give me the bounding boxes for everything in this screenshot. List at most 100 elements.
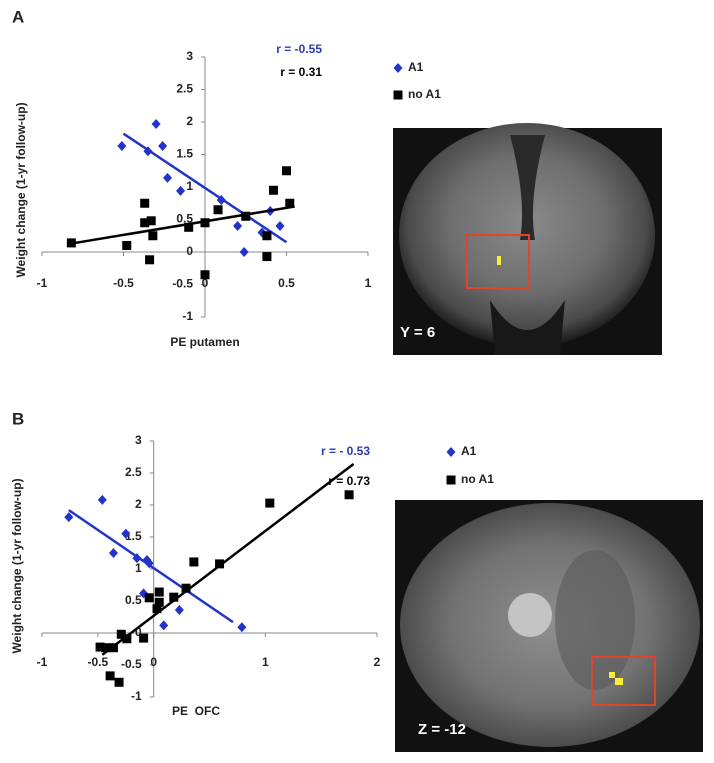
x-axis-label: PE putamen	[170, 335, 239, 349]
y-tick-label: 3	[186, 49, 193, 63]
y-tick-label: 0	[186, 244, 193, 258]
legend-marker	[393, 90, 403, 100]
square-marker	[200, 218, 210, 228]
legend-label: no A1	[461, 472, 494, 486]
y-tick-label: -1	[182, 309, 193, 323]
square-marker	[344, 490, 354, 500]
image-label: Y = 6	[400, 324, 435, 341]
square-marker	[282, 166, 291, 176]
diamond-marker	[237, 622, 247, 633]
square-marker	[262, 252, 272, 262]
square-marker	[154, 597, 164, 607]
diamond-marker	[64, 512, 74, 523]
x-tick-label: -1	[37, 276, 48, 290]
x-tick-label: -0.5	[113, 276, 134, 290]
square-marker	[268, 185, 278, 195]
y-tick-label: -1	[131, 689, 142, 703]
x-tick-label: -1	[37, 655, 48, 669]
x-tick-label: -0.5	[87, 655, 108, 669]
x-axis-label: PE OFC	[172, 704, 220, 718]
square-marker	[184, 222, 194, 232]
square-marker	[265, 498, 275, 508]
square-marker	[116, 629, 126, 639]
square-marker	[140, 198, 150, 208]
image-label: Z = -12	[418, 721, 466, 738]
diamond-marker	[108, 548, 118, 558]
x-tick-label: 0	[202, 276, 209, 290]
square-marker	[144, 593, 154, 603]
diamond-marker	[176, 185, 186, 196]
y-tick-label: 1.5	[176, 147, 193, 161]
annotation: r = 0.31	[280, 65, 322, 79]
annotation: r = - 0.53	[321, 444, 370, 458]
y-axis-label: Weight change (1-yr follow-up)	[14, 102, 28, 277]
y-tick-label: 3	[135, 433, 142, 447]
square-marker	[122, 634, 132, 644]
annotation: r = 0.73	[328, 474, 370, 488]
square-marker	[200, 270, 210, 280]
square-marker	[152, 604, 162, 614]
square-marker	[215, 559, 225, 569]
square-marker	[262, 231, 272, 241]
legend-label: A1	[408, 60, 424, 74]
panel-label: B	[12, 409, 24, 428]
square-marker	[122, 241, 132, 250]
diamond-marker	[239, 247, 249, 257]
square-marker	[154, 587, 164, 597]
y-tick-label: -0.5	[172, 277, 193, 291]
square-marker	[101, 643, 111, 653]
y-tick-label: -0.5	[121, 657, 142, 671]
brain-image-a: Y = 6	[393, 123, 662, 355]
diamond-marker	[158, 141, 168, 152]
diamond-marker	[163, 172, 173, 183]
x-tick-label: 2	[374, 655, 381, 669]
square-marker	[213, 205, 223, 215]
y-tick-label: 2	[135, 497, 142, 511]
fit-line	[68, 509, 234, 624]
y-tick-label: 0	[135, 625, 142, 639]
x-tick-label: 1	[365, 276, 372, 290]
square-marker	[139, 633, 149, 643]
fit-line	[122, 132, 288, 244]
square-marker	[148, 231, 158, 241]
panel-label: A	[12, 7, 24, 26]
square-marker	[189, 557, 199, 567]
diamond-marker	[159, 620, 169, 631]
y-axis-label: Weight change (1-yr follow-up)	[10, 478, 24, 653]
diamond-marker	[151, 118, 161, 129]
legend-marker	[393, 63, 403, 73]
legend-label: A1	[461, 444, 477, 458]
y-tick-label: 2.5	[176, 82, 193, 96]
fit-line	[71, 205, 295, 245]
diamond-marker	[174, 604, 184, 615]
square-marker	[140, 218, 150, 228]
legend-marker	[446, 447, 456, 457]
square-marker	[181, 583, 191, 593]
y-tick-label: 0.5	[125, 593, 142, 607]
square-marker	[95, 642, 105, 652]
square-marker	[145, 255, 155, 265]
square-marker	[146, 216, 156, 226]
diamond-marker	[275, 221, 285, 231]
y-tick-label: 1	[186, 179, 193, 193]
fit-line	[101, 463, 355, 656]
legend-marker	[446, 475, 456, 485]
square-marker	[105, 671, 115, 681]
y-tick-label: 1	[135, 561, 142, 575]
annotation: r = -0.55	[276, 42, 322, 56]
diamond-marker	[121, 528, 131, 539]
y-tick-label: 2	[186, 114, 193, 128]
diamond-marker	[97, 494, 107, 505]
x-tick-label: 0	[150, 655, 157, 669]
diamond-marker	[233, 221, 243, 231]
y-tick-label: 0.5	[176, 212, 193, 226]
y-tick-label: 2.5	[125, 465, 142, 479]
square-marker	[169, 592, 179, 602]
legend-label: no A1	[408, 87, 441, 101]
diamond-marker	[117, 141, 127, 152]
square-marker	[241, 211, 251, 221]
square-marker	[285, 198, 295, 208]
x-tick-label: 1	[262, 655, 269, 669]
x-tick-label: 0.5	[278, 276, 295, 290]
